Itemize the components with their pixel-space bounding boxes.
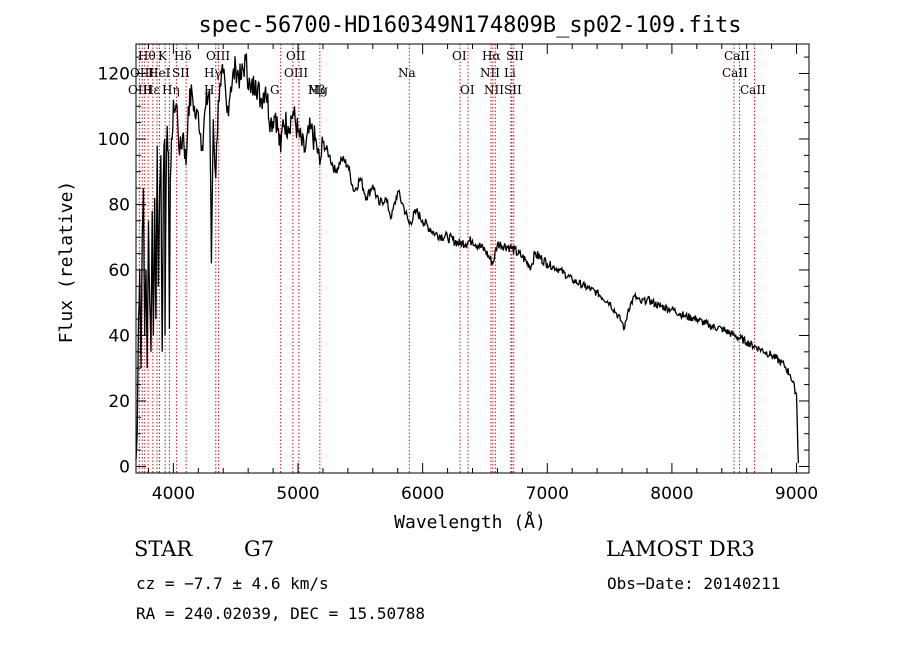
object-class: STAR [134, 537, 193, 561]
line-label-upper-8: OIII [284, 66, 308, 80]
observation-date: Obs−Date: 20140211 [607, 574, 780, 593]
line-label-upper-13: Li [504, 66, 516, 80]
ra-dec-coordinates: RA = 240.02039, DEC = 15.50788 [136, 604, 425, 623]
y-axis-ticks: 0 20 40 60 80 100 120 [98, 56, 809, 477]
line-label-upper-15: CaII [722, 66, 748, 80]
y-axis-label: Flux (relative) [56, 181, 77, 344]
spectrum-line [135, 53, 800, 464]
line-label-upper-0: Hθ [138, 49, 156, 63]
x-tick-label-3: 7000 [526, 484, 569, 504]
line-label-upper-7: Hγ [204, 66, 222, 80]
line-label-upper-12: NII [480, 66, 500, 80]
line-label-lower-8: Na [398, 66, 416, 80]
y-tick-label-5: 100 [98, 130, 130, 150]
line-label-upper-6: SII [172, 66, 190, 80]
line-label-upper-2: Hδ [174, 49, 192, 63]
x-tick-label-2: 6000 [401, 484, 444, 504]
line-label-upper-1: K [158, 49, 168, 63]
y-tick-label-0: 0 [119, 457, 130, 477]
line-label-upper-3: OIII [206, 49, 230, 63]
object-subclass: G7 [244, 537, 274, 561]
line-label-lower-12: CaII [740, 83, 766, 97]
line-label-lower-4: G [270, 83, 280, 97]
line-label-lower-7: Mg [308, 83, 328, 97]
x-tick-label-5: 9000 [775, 484, 818, 504]
x-tick-label-1: 5000 [276, 484, 319, 504]
line-label-lower-9: OI [460, 83, 475, 97]
x-tick-label-0: 4000 [152, 484, 195, 504]
line-label-lower-2: Hη [162, 83, 180, 97]
x-tick-label-4: 8000 [650, 484, 693, 504]
survey-name: LAMOST DR3 [606, 537, 755, 561]
line-label-upper-5: HeI [148, 66, 171, 80]
chart-title: spec-56700-HD160349N174809B_sp02-109.fit… [198, 13, 741, 38]
y-tick-label-1: 20 [108, 392, 130, 412]
line-label-lower-10: NII [484, 83, 504, 97]
line-label-upper-4: OII [286, 49, 306, 63]
y-tick-label-2: 40 [108, 326, 130, 346]
y-tick-label-6: 120 [98, 64, 130, 84]
line-label-upper-9: OI [452, 49, 467, 63]
line-label-upper-10: Hα [482, 49, 501, 63]
x-axis-label: Wavelength (Å) [394, 511, 546, 533]
plot-frame [135, 43, 810, 474]
y-tick-label-4: 80 [108, 195, 130, 215]
spectral-line-markers [138, 44, 755, 473]
line-label-upper-14: CaII [724, 49, 750, 63]
x-axis-ticks: 4000 5000 6000 7000 8000 9000 [147, 44, 818, 504]
line-label-lower-1: Hε [143, 83, 160, 97]
line-label-lower-5: Hβ [308, 83, 325, 97]
redshift-cz: cz = −7.7 ± 4.6 km/s [136, 574, 329, 593]
line-label-lower-11: SII [504, 83, 522, 97]
line-label-upper-11: SII [506, 49, 524, 63]
y-tick-label-3: 60 [108, 261, 130, 281]
